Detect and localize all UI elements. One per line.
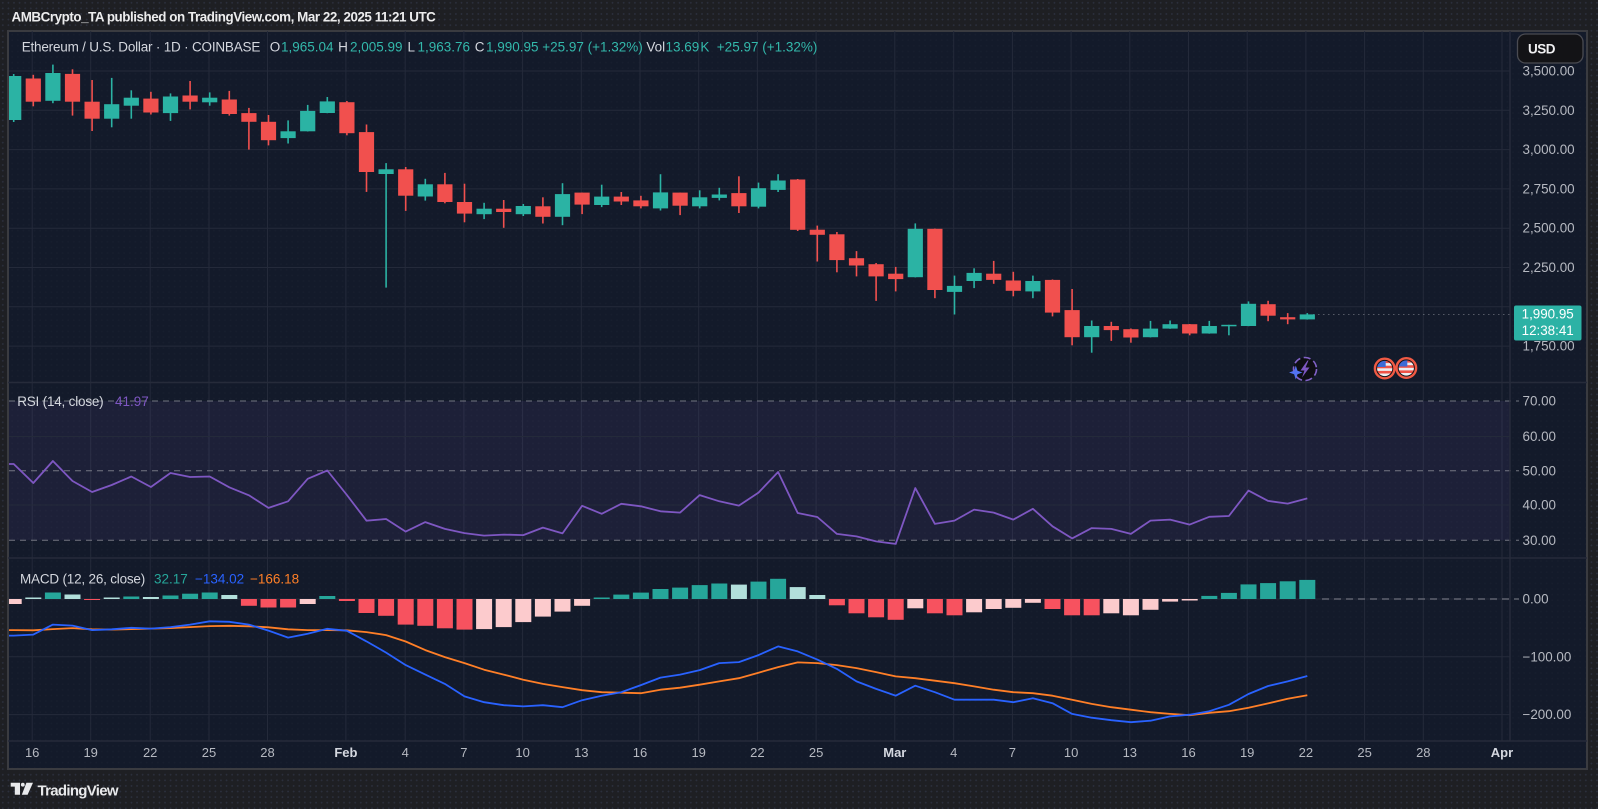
svg-text:TradingView: TradingView <box>38 782 119 799</box>
svg-text:L: L <box>408 40 416 55</box>
svg-text:13.69: 13.69 <box>666 40 700 55</box>
svg-text:4: 4 <box>950 745 957 760</box>
svg-text:USD: USD <box>1528 42 1556 57</box>
svg-text:2,500.00: 2,500.00 <box>1523 221 1575 236</box>
svg-text:4: 4 <box>402 745 409 760</box>
svg-text:C: C <box>475 40 485 55</box>
svg-text:16: 16 <box>25 745 39 760</box>
svg-text:2,750.00: 2,750.00 <box>1523 181 1575 196</box>
svg-text:10: 10 <box>1064 745 1078 760</box>
svg-text:Apr: Apr <box>1491 745 1513 760</box>
svg-text:41.97: 41.97 <box>115 394 149 409</box>
svg-text:−166.18: −166.18 <box>250 572 299 587</box>
svg-text:+25.97 (+1.32%): +25.97 (+1.32%) <box>717 40 818 55</box>
svg-text:−100.00: −100.00 <box>1523 649 1572 664</box>
svg-text:Ethereum / U.S. Dollar · 1D ·: Ethereum / U.S. Dollar · 1D · COINBASE <box>22 40 261 55</box>
svg-text:12:38:41: 12:38:41 <box>1522 323 1574 338</box>
svg-text:25: 25 <box>1357 745 1371 760</box>
svg-text:AMBCrypto_TA published on Trad: AMBCrypto_TA published on TradingView.co… <box>12 10 437 25</box>
svg-text:70.00: 70.00 <box>1523 394 1557 409</box>
svg-text:1,965.04: 1,965.04 <box>281 40 334 55</box>
svg-text:H: H <box>338 40 348 55</box>
svg-text:25: 25 <box>809 745 823 760</box>
svg-text:28: 28 <box>260 745 274 760</box>
svg-text:2,005.99: 2,005.99 <box>350 40 403 55</box>
svg-text:22: 22 <box>750 745 764 760</box>
svg-text:25: 25 <box>202 745 216 760</box>
svg-text:Feb: Feb <box>334 745 357 760</box>
svg-text:1,990.95: 1,990.95 <box>1522 307 1574 322</box>
svg-text:10: 10 <box>515 745 529 760</box>
svg-text:22: 22 <box>1299 745 1313 760</box>
svg-text:Vol: Vol <box>646 40 665 55</box>
svg-text:7: 7 <box>1009 745 1016 760</box>
svg-text:3,500.00: 3,500.00 <box>1523 64 1575 79</box>
svg-text:MACD (12, 26, close): MACD (12, 26, close) <box>20 572 145 587</box>
svg-text:22: 22 <box>143 745 157 760</box>
svg-text:7: 7 <box>460 745 467 760</box>
svg-text:40.00: 40.00 <box>1523 498 1557 513</box>
svg-text:+25.97 (+1.32%): +25.97 (+1.32%) <box>542 40 643 55</box>
svg-text:16: 16 <box>1181 745 1195 760</box>
svg-text:50.00: 50.00 <box>1523 463 1557 478</box>
svg-text:19: 19 <box>1240 745 1254 760</box>
svg-text:1,750.00: 1,750.00 <box>1523 339 1575 354</box>
svg-text:16: 16 <box>633 745 647 760</box>
svg-text:1,990.95: 1,990.95 <box>486 40 539 55</box>
svg-text:2,250.00: 2,250.00 <box>1523 260 1575 275</box>
svg-text:3,250.00: 3,250.00 <box>1523 103 1575 118</box>
svg-text:3,000.00: 3,000.00 <box>1523 142 1575 157</box>
svg-text:28: 28 <box>1416 745 1430 760</box>
svg-text:K: K <box>700 40 709 55</box>
svg-text:−200.00: −200.00 <box>1523 707 1572 722</box>
svg-text:RSI (14, close): RSI (14, close) <box>17 394 103 409</box>
svg-text:32.17: 32.17 <box>154 572 188 587</box>
svg-text:30.00: 30.00 <box>1523 533 1557 548</box>
svg-text:Mar: Mar <box>883 745 906 760</box>
svg-text:60.00: 60.00 <box>1523 429 1557 444</box>
svg-text:O: O <box>270 40 281 55</box>
svg-text:1,963.76: 1,963.76 <box>418 40 471 55</box>
svg-text:19: 19 <box>691 745 705 760</box>
svg-text:0.00: 0.00 <box>1523 592 1549 607</box>
svg-text:−134.02: −134.02 <box>195 572 244 587</box>
svg-text:19: 19 <box>83 745 97 760</box>
svg-text:13: 13 <box>1123 745 1137 760</box>
svg-text:13: 13 <box>574 745 588 760</box>
